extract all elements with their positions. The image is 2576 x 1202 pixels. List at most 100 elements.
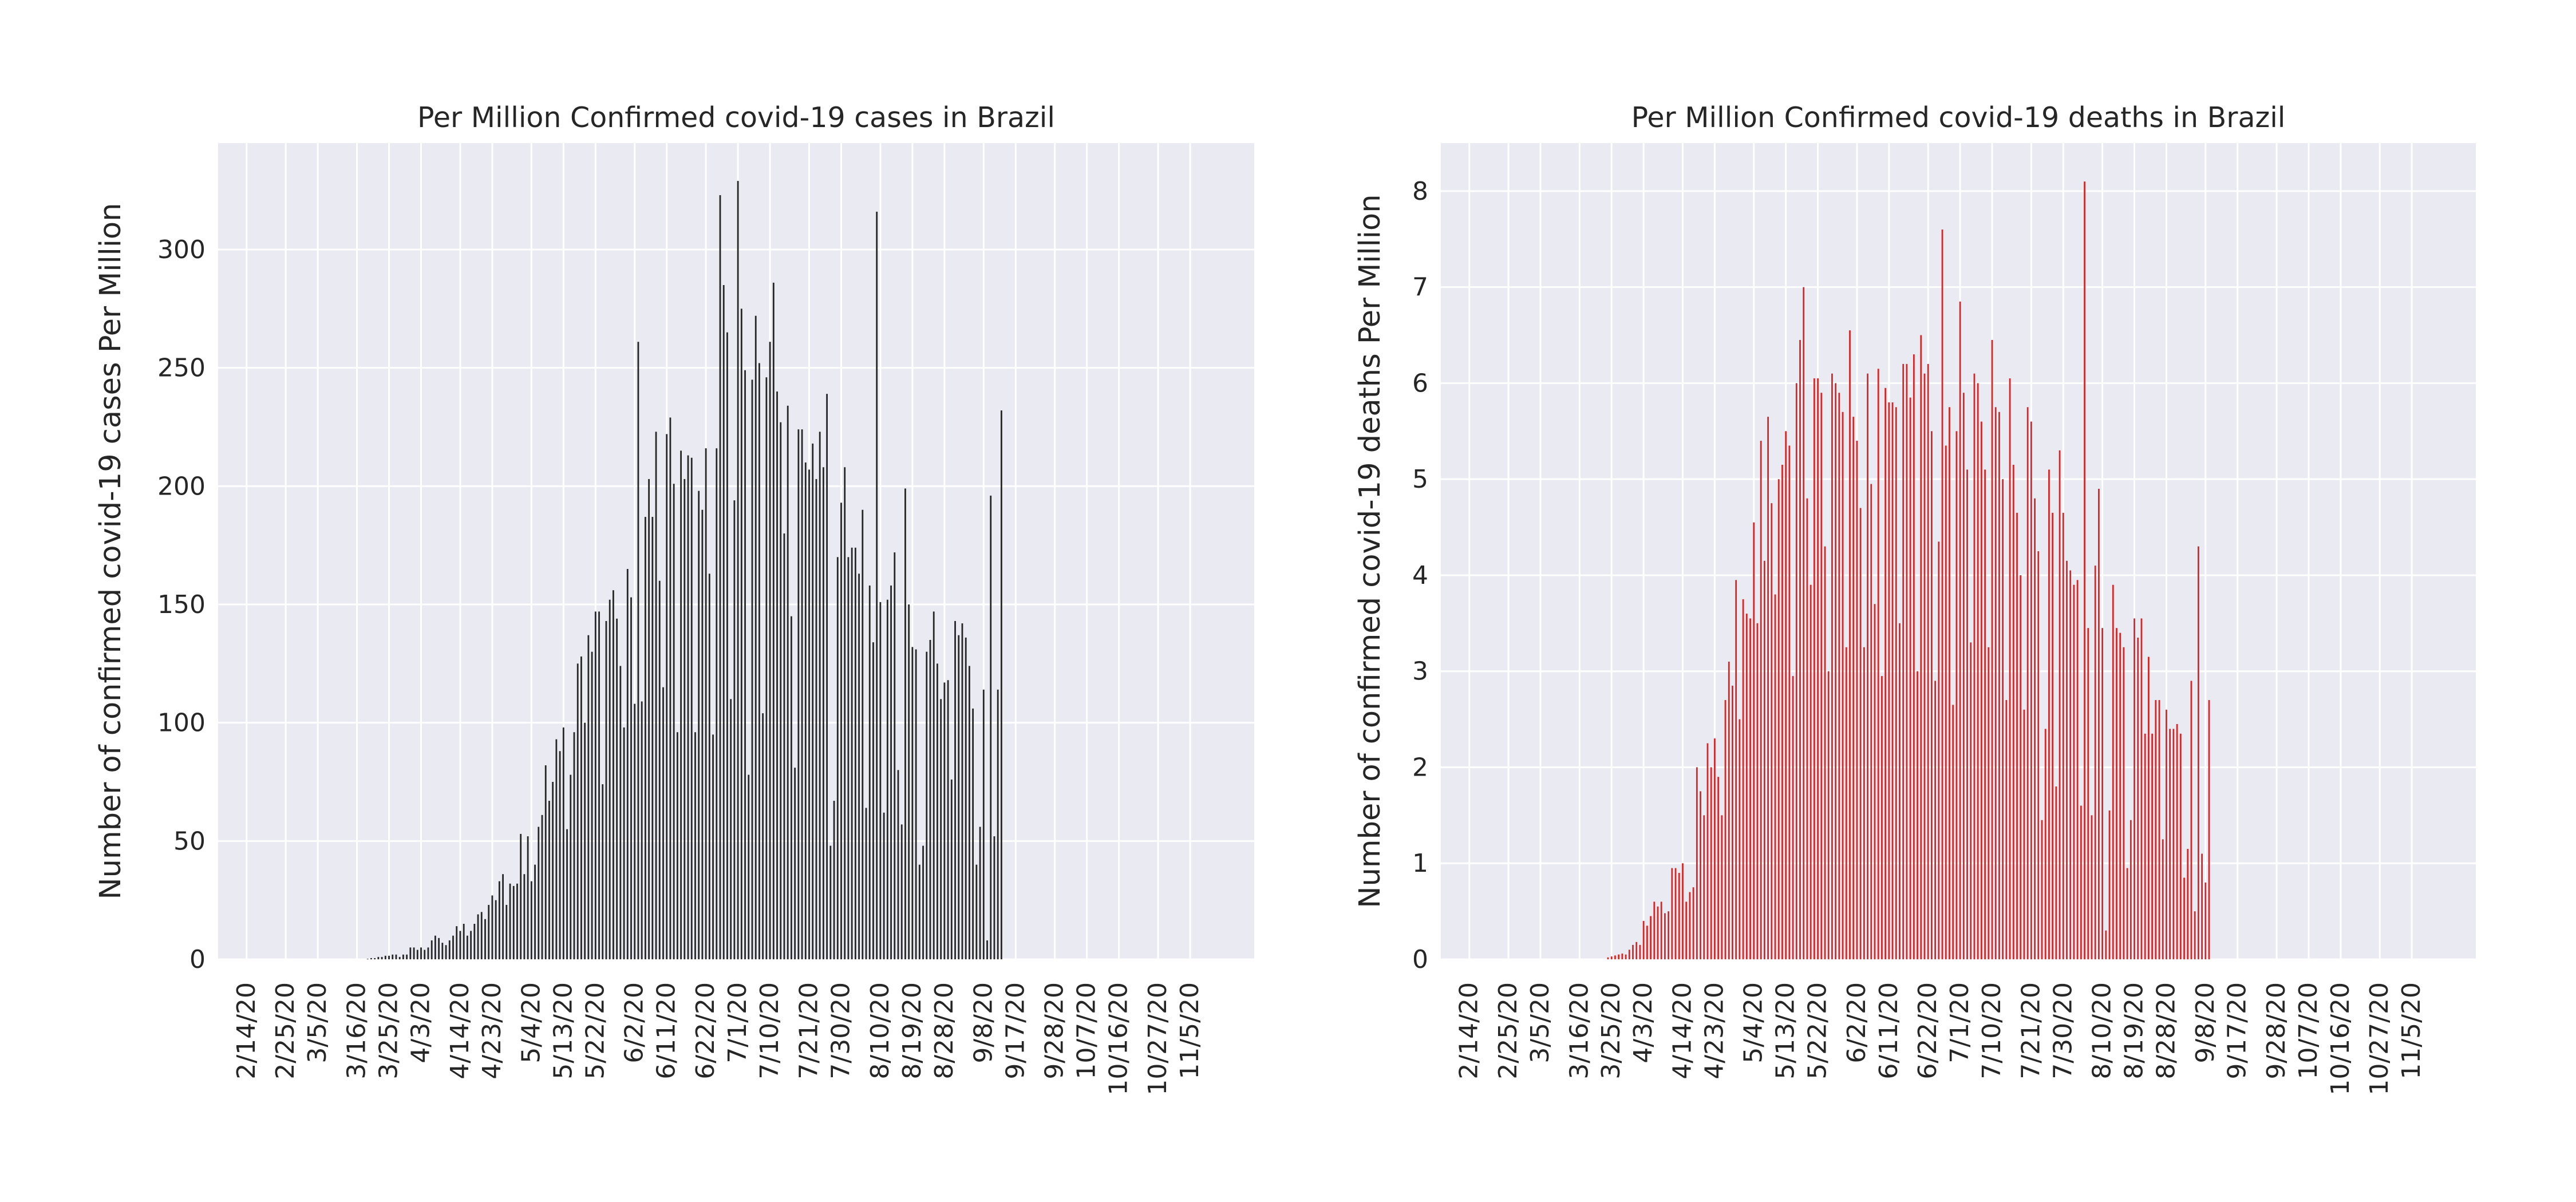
cases-y-tick-label: 150 — [157, 590, 206, 619]
deaths-bar — [1660, 902, 1662, 959]
cases-bar — [911, 647, 914, 959]
deaths-x-tick-label: 4/14/20 — [1668, 982, 1697, 1080]
deaths-x-ticks: 2/14/20 2/25/20 3/5/20 3/16/20 3/25/20 4/3/20… — [1455, 982, 2426, 1096]
cases-bar — [530, 881, 532, 959]
cases-bar — [520, 833, 522, 959]
deaths-bar — [1710, 767, 1712, 959]
cases-bar — [969, 666, 970, 959]
deaths-bar — [2176, 723, 2178, 959]
cases-bar — [505, 904, 508, 959]
cases-bar — [769, 342, 771, 960]
cases-bar — [676, 732, 678, 959]
deaths-bar — [1760, 441, 1762, 959]
cases-bar — [751, 379, 753, 959]
cases-bar — [523, 874, 526, 959]
deaths-y-tick-label: 5 — [1412, 465, 1428, 494]
deaths-bar — [1917, 671, 1918, 959]
deaths-bar — [1706, 743, 1709, 959]
cases-bar — [754, 315, 757, 959]
cases-bar — [836, 557, 839, 959]
deaths-bar — [1788, 445, 1791, 959]
deaths-x-tick-label: 10/27/20 — [2365, 982, 2394, 1096]
deaths-bar — [1820, 393, 1823, 959]
cases-bar — [669, 417, 671, 959]
deaths-bar — [2144, 733, 2146, 959]
cases-bar — [812, 443, 814, 959]
deaths-bar — [2087, 628, 2089, 959]
deaths-bar — [1685, 902, 1688, 959]
deaths-bar — [1721, 815, 1723, 959]
deaths-bar — [2026, 407, 2029, 959]
cases-x-tick-label: 3/5/20 — [303, 982, 332, 1063]
deaths-bar — [2126, 868, 2128, 959]
cases-bar — [804, 462, 807, 959]
deaths-x-tick-label: 5/4/20 — [1739, 982, 1768, 1063]
deaths-bar — [2148, 657, 2150, 959]
deaths-x-tick-label: 7/30/20 — [2048, 982, 2077, 1080]
deaths-bar — [1856, 441, 1858, 959]
deaths-bar — [2208, 700, 2210, 959]
cases-bar — [758, 363, 760, 959]
deaths-bar — [2187, 849, 2189, 959]
deaths-x-tick-label: 4/23/20 — [1700, 982, 1729, 1080]
cases-x-tick-label: 2/25/20 — [271, 982, 300, 1080]
cases-bar — [876, 211, 878, 959]
cases-bar — [958, 635, 960, 959]
deaths-bar — [1806, 498, 1808, 959]
deaths-bar — [2062, 512, 2064, 959]
cases-bar — [712, 734, 714, 959]
cases-bar — [993, 836, 995, 959]
cases-bar — [484, 919, 486, 959]
cases-bar — [943, 682, 946, 959]
cases-bar — [673, 484, 675, 959]
deaths-bar — [1763, 560, 1765, 959]
cases-bar — [509, 883, 511, 959]
deaths-plot-area — [1441, 143, 2476, 959]
deaths-x-tick-label: 6/22/20 — [1913, 982, 1942, 1080]
cases-bar — [609, 599, 611, 959]
cases-x-tick-label: 7/21/20 — [795, 982, 824, 1080]
deaths-bar — [1756, 623, 1759, 959]
deaths-bar — [1657, 906, 1659, 959]
deaths-x-tick-label: 9/28/20 — [2262, 982, 2291, 1080]
deaths-y-tick-label: 6 — [1412, 369, 1428, 398]
cases-bar — [982, 689, 985, 959]
cases-bar — [456, 926, 458, 959]
deaths-x-tick-label: 4/3/20 — [1629, 982, 1658, 1063]
deaths-bar — [2012, 465, 2014, 959]
deaths-bar — [2020, 575, 2022, 959]
deaths-bar — [1988, 647, 1990, 959]
deaths-bar — [1920, 335, 1922, 959]
deaths-bar — [1607, 957, 1609, 959]
deaths-bar — [2116, 628, 2117, 959]
deaths-bar — [1739, 719, 1741, 959]
cases-bar — [555, 739, 558, 959]
cases-bar — [929, 640, 931, 959]
cases-bar — [480, 912, 483, 959]
deaths-bar — [2009, 378, 2011, 959]
deaths-bar — [1610, 956, 1613, 959]
cases-bar — [570, 774, 572, 959]
deaths-bar — [2023, 709, 2025, 959]
cases-bar — [822, 467, 824, 959]
cases-y-tick-label: 100 — [157, 709, 206, 738]
deaths-bar — [1867, 373, 1868, 959]
cases-x-tick-label: 3/25/20 — [374, 982, 404, 1080]
cases-bar — [392, 954, 394, 959]
cases-bar — [908, 604, 910, 959]
cases-bar — [584, 722, 586, 959]
cases-bar — [377, 956, 380, 959]
cases-bar — [748, 774, 750, 959]
cases-x-tick-label: 8/10/20 — [866, 982, 895, 1080]
cases-x-tick-label: 6/2/20 — [620, 982, 649, 1063]
deaths-bar — [2052, 512, 2054, 959]
cases-bar — [441, 943, 444, 959]
deaths-bar — [1913, 354, 1915, 960]
deaths-bar — [1689, 892, 1691, 959]
deaths-bar — [1650, 916, 1652, 959]
deaths-bar — [2129, 820, 2132, 959]
cases-bar — [434, 935, 436, 959]
deaths-bar — [2005, 700, 2008, 959]
deaths-x-tick-label: 5/13/20 — [1771, 982, 1800, 1080]
